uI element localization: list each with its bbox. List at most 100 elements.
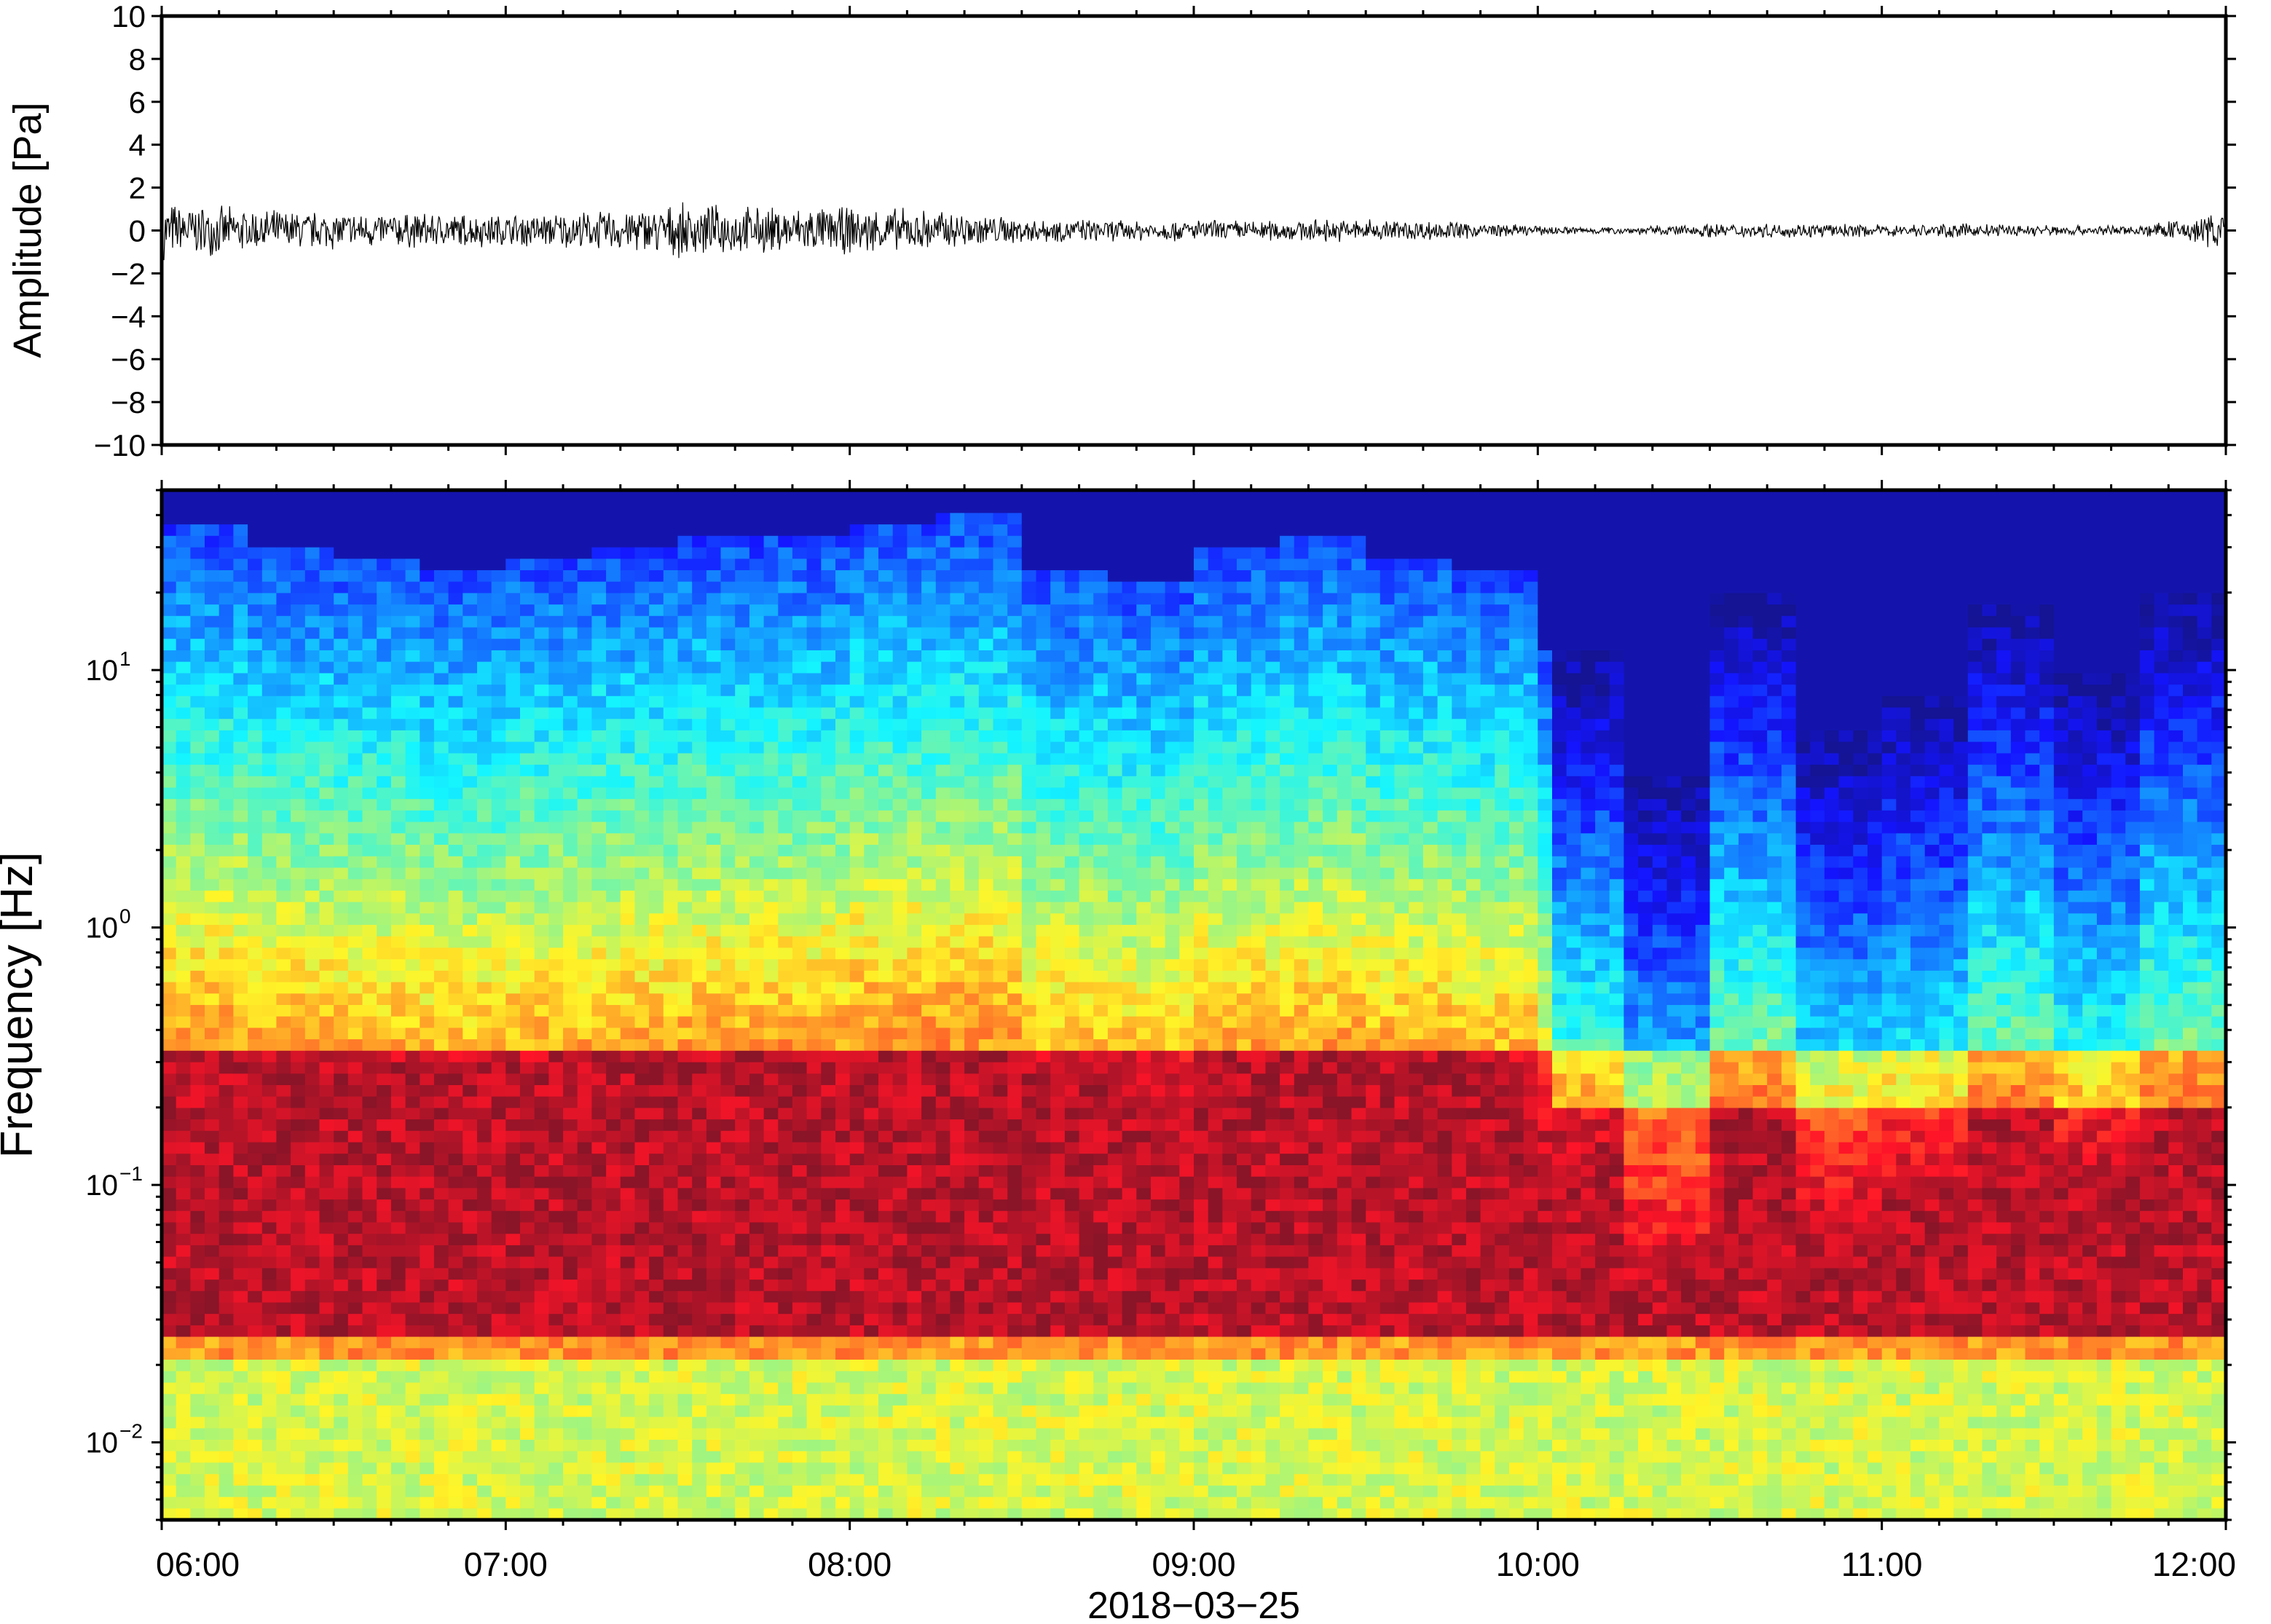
spectrogram-cell bbox=[749, 799, 765, 811]
spectrogram-cell bbox=[763, 673, 779, 685]
spectrogram-cell bbox=[849, 730, 865, 743]
spectrogram-cell bbox=[491, 1394, 507, 1406]
spectrogram-cell bbox=[291, 570, 306, 583]
spectrogram-cell bbox=[448, 765, 464, 777]
spectrogram-cell bbox=[534, 1165, 550, 1178]
spectrogram-cell bbox=[377, 925, 392, 937]
spectrogram-cell bbox=[620, 570, 636, 583]
spectrogram-cell bbox=[448, 650, 464, 663]
spectrogram-cell bbox=[505, 707, 521, 720]
spectrogram-cell bbox=[634, 787, 650, 800]
spectrogram-cell bbox=[276, 959, 291, 971]
spectrogram-cell bbox=[505, 1050, 521, 1063]
spectrogram-cell bbox=[347, 741, 363, 754]
spectrogram-cell bbox=[162, 1142, 177, 1154]
spectrogram-cell bbox=[878, 970, 894, 983]
spectrogram-cell bbox=[577, 1165, 593, 1178]
spectrogram-cell bbox=[448, 1428, 464, 1440]
spectrogram-cell bbox=[420, 1314, 435, 1326]
spectrogram-cell bbox=[477, 1508, 492, 1521]
spectrogram-cell bbox=[606, 1188, 621, 1200]
spectrogram-cell bbox=[778, 1440, 793, 1452]
spectrogram-cell bbox=[720, 501, 736, 514]
spectrogram-cell bbox=[390, 1508, 406, 1521]
spectrogram-cell bbox=[706, 1428, 722, 1440]
spectrogram-cell bbox=[420, 559, 435, 571]
spectrogram-cell bbox=[304, 535, 320, 548]
spectrogram-cell bbox=[864, 1108, 879, 1120]
spectrogram-cell bbox=[304, 501, 320, 514]
spectrogram-cell bbox=[347, 890, 363, 903]
spectrogram-cell bbox=[291, 1130, 306, 1143]
spectrogram-cell bbox=[720, 845, 736, 857]
spectrogram-cell bbox=[677, 1119, 693, 1132]
spectrogram-cell bbox=[261, 1336, 278, 1349]
spectrogram-cell bbox=[433, 1371, 449, 1384]
spectrogram-cell bbox=[362, 1268, 377, 1280]
spectrogram-cell bbox=[821, 559, 836, 571]
spectrogram-cell bbox=[261, 615, 278, 628]
spectrogram-cell bbox=[649, 856, 664, 869]
spectrogram-cell bbox=[433, 615, 449, 628]
spectrogram-cell bbox=[347, 959, 363, 971]
spectrogram-cell bbox=[763, 604, 779, 617]
spectrogram-cell bbox=[334, 524, 349, 537]
spectrogram-cell bbox=[620, 856, 636, 869]
spectrogram-cell bbox=[276, 490, 291, 502]
spectrogram-cell bbox=[606, 1336, 621, 1349]
spectrogram-cell bbox=[677, 765, 693, 777]
spectrogram-cell bbox=[448, 879, 464, 891]
spectrogram-cell bbox=[921, 1062, 937, 1075]
spectrogram-cell bbox=[463, 1314, 478, 1326]
spectrogram-cell bbox=[477, 1440, 492, 1452]
spectrogram-cell bbox=[907, 1474, 922, 1486]
spectrogram-cell bbox=[935, 501, 951, 514]
spectrogram-cell bbox=[433, 1256, 449, 1269]
spectrogram-cell bbox=[735, 615, 750, 628]
spectrogram-cell bbox=[534, 1314, 550, 1326]
spectrogram-cell bbox=[405, 490, 421, 502]
spectrogram-cell bbox=[878, 1394, 894, 1406]
spectrogram-cell bbox=[735, 1302, 750, 1314]
spectrogram-cell bbox=[261, 1360, 278, 1372]
spectrogram-cell bbox=[347, 787, 363, 800]
spectrogram-cell bbox=[892, 1451, 908, 1464]
spectrogram-cell bbox=[649, 615, 664, 628]
spectrogram-cell bbox=[420, 570, 435, 583]
spectrogram-cell bbox=[520, 581, 535, 594]
spectrogram-cell bbox=[591, 753, 607, 765]
spectrogram-cell bbox=[347, 1245, 363, 1258]
spectrogram-cell bbox=[606, 501, 621, 514]
spectrogram-cell bbox=[520, 615, 535, 628]
spectrogram-cell bbox=[849, 1428, 865, 1440]
spectrogram-cell bbox=[377, 821, 392, 835]
spectrogram-cell bbox=[190, 719, 205, 731]
spectrogram-cell bbox=[634, 1280, 650, 1292]
spectrogram-cell bbox=[878, 982, 894, 995]
spectrogram-cell bbox=[720, 982, 736, 995]
spectrogram-cell bbox=[248, 524, 263, 537]
spectrogram-cell bbox=[749, 685, 765, 697]
spectrogram-cell bbox=[190, 1428, 205, 1440]
spectrogram-cell bbox=[735, 1405, 750, 1418]
spectrogram-cell bbox=[405, 856, 421, 869]
spectrogram-cell bbox=[921, 685, 937, 697]
spectrogram-cell bbox=[706, 799, 722, 811]
spectrogram-cell bbox=[190, 650, 205, 663]
spectrogram-cell bbox=[248, 913, 263, 926]
spectrogram-cell bbox=[433, 856, 449, 869]
spectrogram-cell bbox=[477, 1234, 492, 1246]
spectrogram-cell bbox=[377, 1028, 392, 1040]
spectrogram-cell bbox=[548, 787, 564, 800]
spectrogram-cell bbox=[276, 833, 291, 845]
spectrogram-cell bbox=[176, 1108, 192, 1120]
spectrogram-cell bbox=[205, 1028, 220, 1040]
spectrogram-cell bbox=[233, 524, 248, 537]
spectrogram-cell bbox=[591, 685, 607, 697]
spectrogram-cell bbox=[792, 741, 808, 754]
spectrogram-cell bbox=[892, 1508, 908, 1521]
spectrogram-cell bbox=[491, 1016, 507, 1029]
spectrogram-cell bbox=[620, 1096, 636, 1109]
spectrogram-cell bbox=[548, 1394, 564, 1406]
spectrogram-cell bbox=[563, 776, 578, 789]
